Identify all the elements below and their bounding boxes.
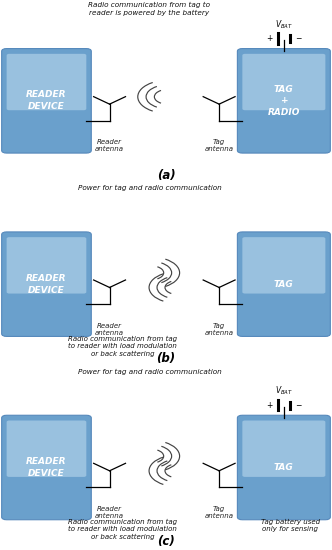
Text: READER
DEVICE: READER DEVICE [26, 457, 67, 478]
FancyBboxPatch shape [237, 415, 330, 520]
FancyBboxPatch shape [237, 232, 330, 337]
FancyBboxPatch shape [7, 421, 86, 477]
Text: Radio communication from tag to
reader is powered by the battery: Radio communication from tag to reader i… [88, 2, 210, 15]
Text: Tag battery used
only for sensing: Tag battery used only for sensing [261, 519, 320, 532]
Text: (a): (a) [157, 168, 175, 182]
Text: READER
DEVICE: READER DEVICE [26, 274, 67, 295]
FancyBboxPatch shape [7, 237, 86, 294]
Text: Radio communication from tag
to reader with load modulation
or back scattering: Radio communication from tag to reader w… [68, 336, 177, 357]
Text: Tag
antenna: Tag antenna [205, 323, 234, 336]
Text: Power for tag and radio communication: Power for tag and radio communication [78, 185, 221, 191]
Text: $V_{BAT}$: $V_{BAT}$ [275, 385, 293, 397]
FancyBboxPatch shape [7, 54, 86, 110]
Text: +: + [267, 34, 273, 43]
Text: Tag
antenna: Tag antenna [205, 506, 234, 519]
Text: READER
DEVICE: READER DEVICE [26, 90, 67, 111]
FancyBboxPatch shape [242, 237, 325, 294]
Text: Tag
antenna: Tag antenna [205, 139, 234, 152]
Text: Reader
antenna: Reader antenna [95, 323, 124, 336]
Text: (c): (c) [157, 535, 175, 548]
Text: TAG
+
RADIO: TAG + RADIO [268, 85, 300, 117]
FancyBboxPatch shape [242, 421, 325, 477]
Text: −: − [295, 34, 301, 43]
Text: $V_{BAT}$: $V_{BAT}$ [275, 18, 293, 31]
Text: −: − [295, 400, 301, 410]
Text: Power for tag and radio communication: Power for tag and radio communication [78, 368, 221, 375]
FancyBboxPatch shape [2, 48, 91, 153]
FancyBboxPatch shape [242, 54, 325, 110]
Text: (b): (b) [156, 352, 176, 365]
Text: Reader
antenna: Reader antenna [95, 139, 124, 152]
FancyBboxPatch shape [2, 232, 91, 337]
Text: TAG: TAG [274, 463, 294, 472]
Text: TAG: TAG [274, 279, 294, 289]
Text: +: + [267, 400, 273, 410]
FancyBboxPatch shape [2, 415, 91, 520]
Text: Reader
antenna: Reader antenna [95, 506, 124, 519]
Text: Radio communication from tag
to reader with load modulation
or back scattering: Radio communication from tag to reader w… [68, 519, 177, 540]
FancyBboxPatch shape [237, 48, 330, 153]
